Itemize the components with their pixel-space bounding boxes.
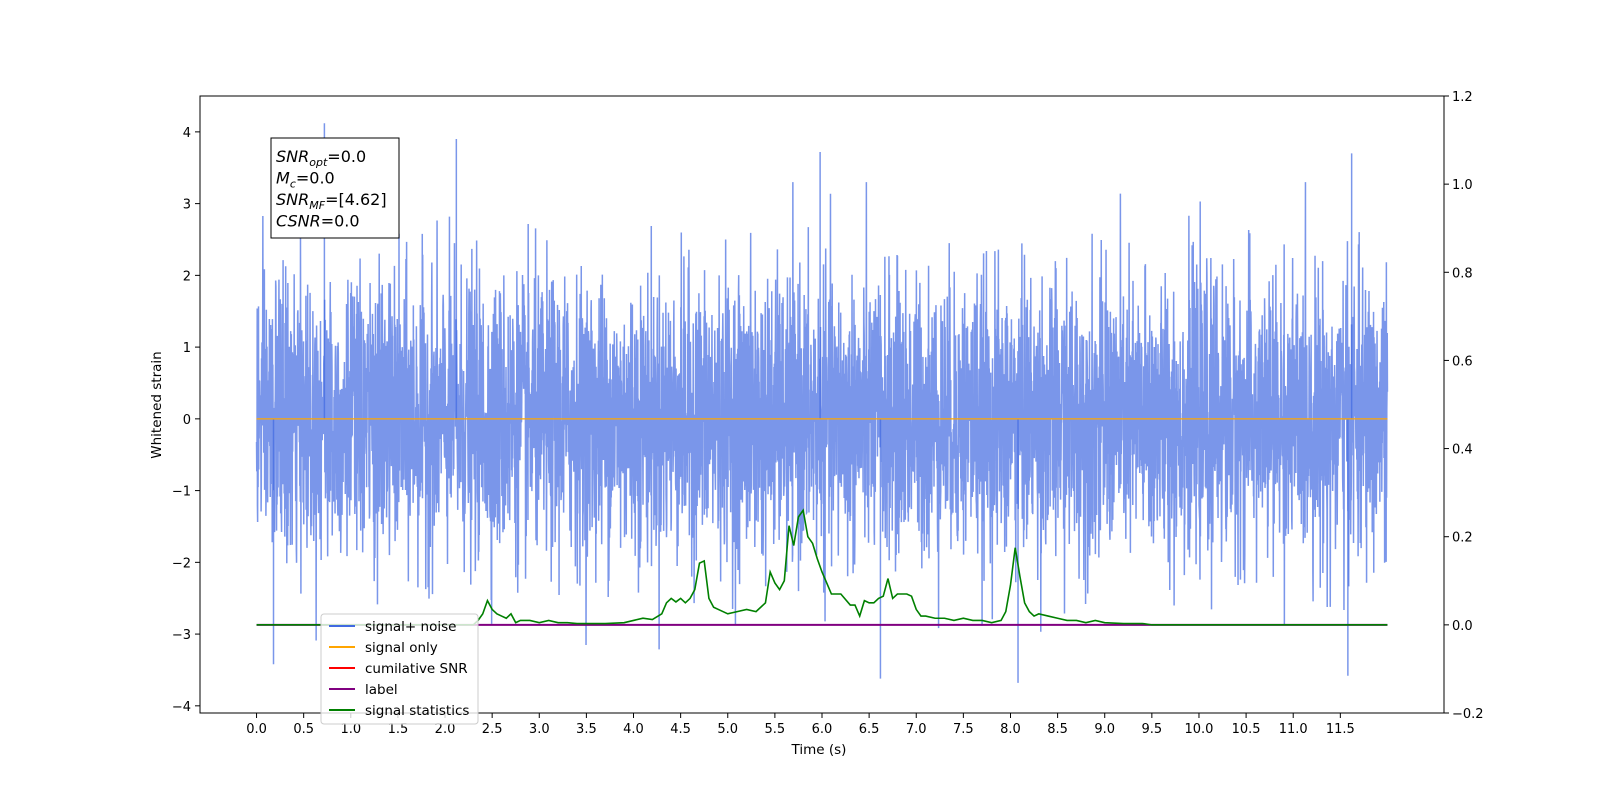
y-right-tick-label: 1.2 (1452, 90, 1473, 105)
y-left-tick-label: 0 (183, 413, 191, 428)
y-axis-left: −4 −3 −2 −1 0 1 2 3 4 (172, 126, 200, 715)
y-left-tick-label: −3 (172, 628, 191, 643)
y-left-tick-label: −4 (172, 700, 191, 715)
y-axis-right: −0.2 0.0 0.2 0.4 0.6 0.8 1.0 1.2 (1444, 90, 1484, 722)
x-tick-label: 10.5 (1232, 722, 1261, 737)
x-tick-label: 2.0 (435, 722, 456, 737)
y-left-tick-label: 2 (183, 269, 191, 284)
y-right-tick-label: 0.8 (1452, 266, 1473, 281)
legend-entry: label (365, 682, 398, 698)
y-left-tick-label: 3 (183, 198, 191, 213)
x-axis-label: Time (s) (791, 742, 847, 758)
y-left-tick-label: 1 (183, 341, 191, 356)
x-tick-label: 10.0 (1184, 722, 1213, 737)
x-tick-label: 11.0 (1279, 722, 1308, 737)
y-right-tick-label: 1.0 (1452, 178, 1473, 193)
legend: signal+ noise signal only cumilative SNR la… (320, 613, 479, 725)
legend-entry: signal only (365, 640, 438, 656)
x-tick-label: 7.0 (906, 722, 927, 737)
x-tick-label: 4.0 (623, 722, 644, 737)
x-tick-label: 8.0 (1000, 722, 1021, 737)
x-tick-label: 7.5 (953, 722, 974, 737)
y-left-tick-label: 4 (183, 126, 191, 141)
legend-entry: signal+ noise (365, 619, 456, 635)
x-tick-label: 6.0 (812, 722, 833, 737)
legend-frame (320, 613, 479, 725)
annotation-line: SNRMF=[4.62] (276, 190, 387, 212)
series-signal-noise (255, 182, 1389, 650)
series-signal-statistics (256, 508, 1388, 626)
y-axis-label: Whitened strain (149, 351, 165, 458)
y-right-tick-label: −0.2 (1452, 707, 1484, 722)
y-right-tick-label: 0.6 (1452, 354, 1473, 369)
x-tick-label: 1.0 (340, 722, 361, 737)
x-tick-label: 2.5 (482, 722, 503, 737)
x-tick-label: 9.0 (1094, 722, 1115, 737)
y-right-tick-label: 0.4 (1452, 443, 1473, 458)
x-axis: 0.0 0.5 1.0 1.5 2.0 2.5 3.0 3.5 4.0 4.5 5.0 5.5 6.0 6… (246, 713, 1355, 737)
annotation-line: Mc=0.0 (276, 169, 335, 191)
y-right-tick-label: 0.0 (1452, 619, 1473, 634)
x-tick-label: 1.5 (388, 722, 409, 737)
y-right-tick-label: 0.2 (1452, 531, 1473, 546)
x-tick-label: 0.0 (246, 722, 267, 737)
x-tick-label: 5.5 (765, 722, 786, 737)
x-tick-label: 3.5 (576, 722, 597, 737)
x-tick-label: 11.5 (1326, 722, 1355, 737)
y-left-tick-label: −2 (172, 556, 191, 571)
x-tick-label: 6.5 (859, 722, 880, 737)
x-tick-label: 3.0 (529, 722, 550, 737)
x-tick-label: 8.5 (1047, 722, 1068, 737)
x-tick-label: 5.0 (717, 722, 738, 737)
x-tick-label: 4.5 (670, 722, 691, 737)
annotation-line: CSNR=0.0 (276, 212, 360, 231)
y-left-tick-label: −1 (172, 485, 191, 500)
x-tick-label: 9.5 (1142, 722, 1163, 737)
legend-entry: cumilative SNR (365, 661, 468, 677)
annotation-line: SNRopt=0.0 (276, 147, 366, 169)
annotation-frame (270, 137, 400, 239)
x-tick-label: 0.5 (293, 722, 314, 737)
legend-entry: signal statistics (365, 703, 469, 719)
